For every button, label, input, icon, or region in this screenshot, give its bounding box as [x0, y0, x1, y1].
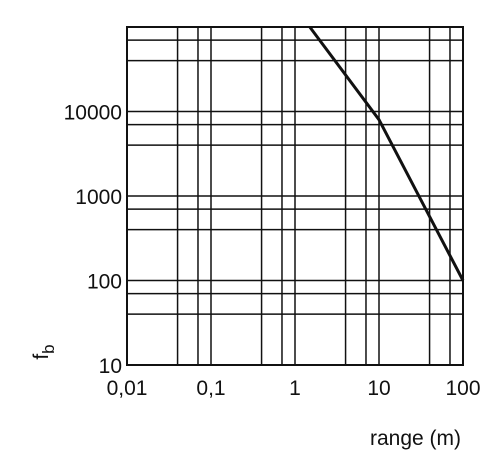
- y-tick-label: 10000: [64, 102, 122, 125]
- y-axis-label: fb: [30, 344, 58, 359]
- y-tick-label: 1000: [75, 186, 122, 209]
- plot-frame: [126, 26, 464, 366]
- y-label-sub: b: [39, 344, 58, 353]
- x-tick-label: 100: [445, 377, 480, 400]
- y-tick-label: 10: [99, 355, 122, 378]
- x-tick-label: 0,01: [107, 377, 148, 400]
- y-label-main: f: [30, 354, 53, 360]
- x-axis-label: range (m): [370, 427, 461, 450]
- y-tick-label: 100: [87, 271, 122, 294]
- x-tick-label: 10: [367, 377, 390, 400]
- data-line: [308, 26, 465, 282]
- x-tick-label: 0,1: [196, 377, 225, 400]
- x-tick-label: 1: [289, 377, 301, 400]
